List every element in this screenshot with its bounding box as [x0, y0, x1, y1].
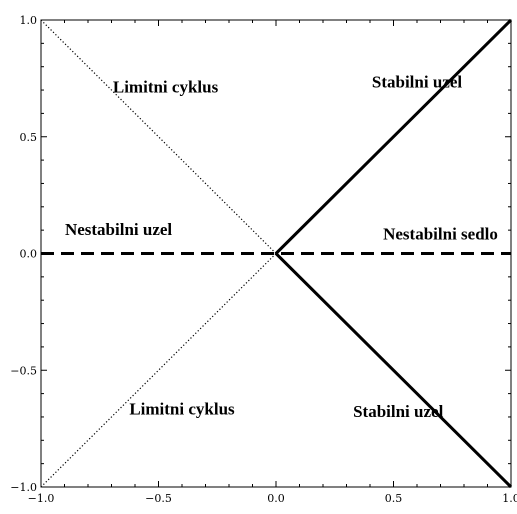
y-tick-label: 0.0 [20, 248, 38, 261]
region-labels: Limitni cyklus Stabilni uzel Nestabilni uz… [65, 73, 498, 421]
y-tick-label: −1.0 [10, 481, 37, 494]
y-tick-label: 1.0 [20, 14, 38, 27]
series-line-solid [274, 18, 513, 255]
axis-ticks: −1.0 −0.5 0.0 0.5 1.0 −1.0 −0.5 0.0 0.5 1.0 [10, 14, 517, 505]
x-tick-label: 0.5 [385, 492, 403, 505]
x-tick-label: −0.5 [145, 492, 172, 505]
series-line-dotted [40, 253, 277, 488]
x-tick-label: 0.0 [267, 492, 285, 505]
series-line-solid [274, 252, 513, 489]
x-tick-label: −1.0 [28, 492, 55, 505]
series-lines [40, 18, 513, 489]
x-tick-label: 1.0 [502, 492, 517, 505]
region-label: Stabilni uzel [353, 402, 443, 421]
region-label: Nestabilni uzel [65, 220, 172, 239]
region-label: Limitni cyklus [129, 400, 235, 419]
region-label: Limitni cyklus [113, 77, 219, 96]
y-tick-label: −0.5 [10, 364, 37, 377]
y-tick-label: 0.5 [20, 131, 38, 144]
series-line-dotted [40, 19, 277, 254]
region-label: Nestabilni sedlo [383, 224, 498, 243]
region-label: Stabilni uzel [372, 73, 462, 92]
